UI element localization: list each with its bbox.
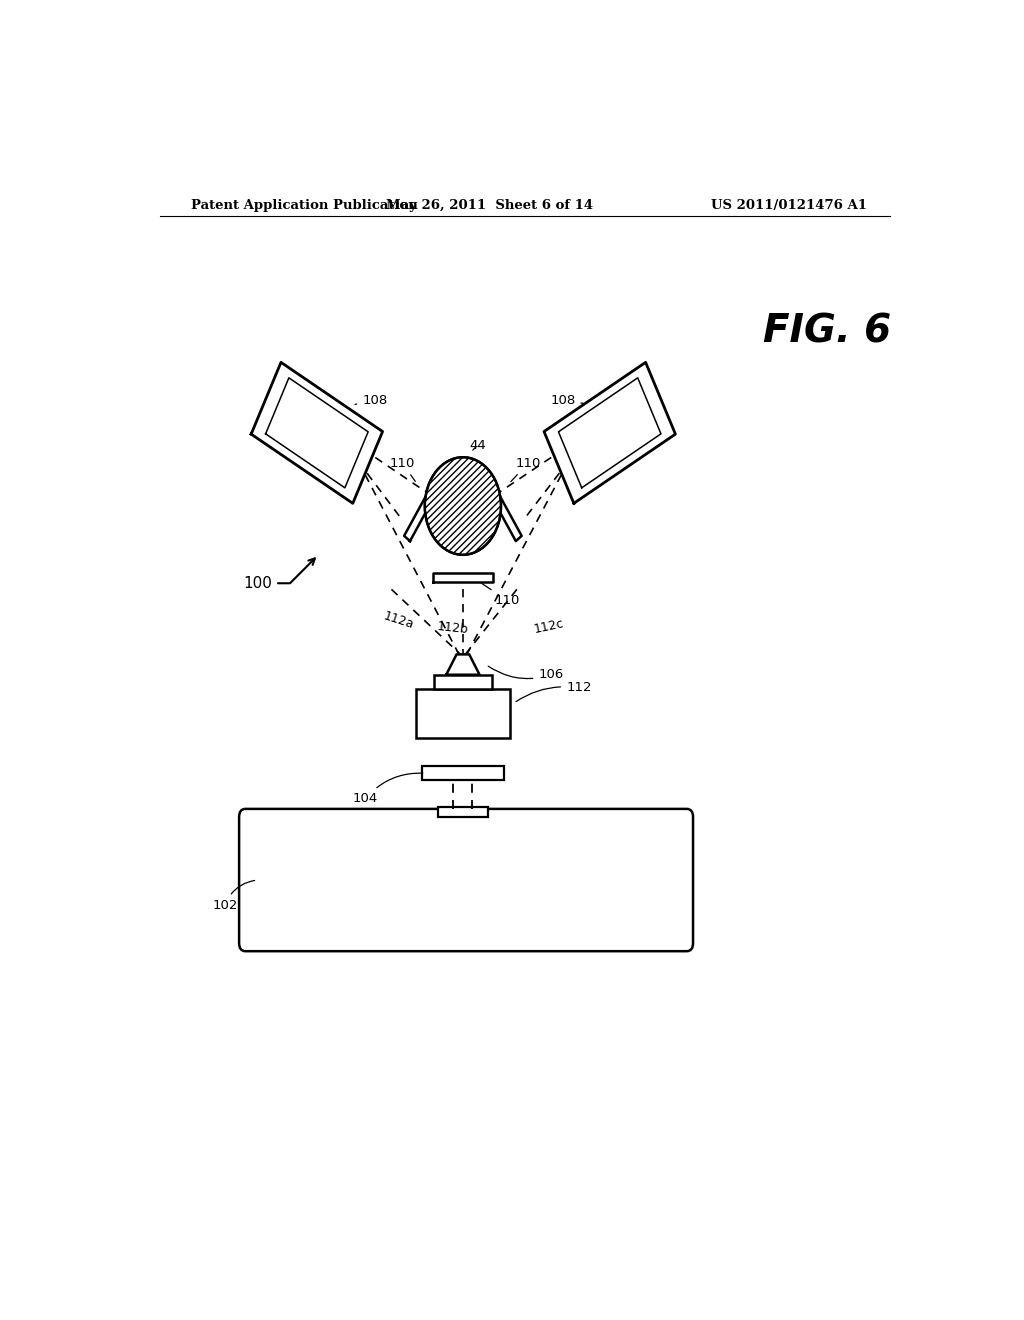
Bar bbox=[437, 807, 488, 817]
Text: 110: 110 bbox=[511, 457, 541, 482]
Text: 112: 112 bbox=[516, 681, 592, 702]
Text: 106: 106 bbox=[488, 667, 563, 681]
Text: 100: 100 bbox=[244, 558, 314, 591]
Polygon shape bbox=[433, 573, 493, 582]
Text: May 26, 2011  Sheet 6 of 14: May 26, 2011 Sheet 6 of 14 bbox=[385, 198, 593, 211]
Text: FIG. 6: FIG. 6 bbox=[763, 313, 891, 350]
Text: 112c: 112c bbox=[532, 616, 565, 635]
Text: 44: 44 bbox=[469, 438, 486, 451]
Polygon shape bbox=[544, 362, 676, 503]
FancyBboxPatch shape bbox=[239, 809, 693, 952]
Text: US 2011/0121476 A1: US 2011/0121476 A1 bbox=[712, 198, 867, 211]
Polygon shape bbox=[404, 471, 445, 541]
Text: 112b: 112b bbox=[436, 620, 469, 636]
Text: Patent Application Publication: Patent Application Publication bbox=[191, 198, 418, 211]
Text: 112a: 112a bbox=[382, 610, 416, 632]
Text: 108: 108 bbox=[550, 393, 587, 407]
Text: 110: 110 bbox=[390, 457, 416, 482]
Bar bbox=[433, 675, 493, 689]
Text: 110: 110 bbox=[475, 578, 520, 607]
Text: 104: 104 bbox=[352, 774, 423, 805]
Bar bbox=[416, 689, 510, 738]
Text: 108: 108 bbox=[355, 393, 387, 407]
Polygon shape bbox=[480, 471, 521, 541]
Circle shape bbox=[425, 457, 501, 554]
Polygon shape bbox=[251, 362, 383, 503]
Text: 102: 102 bbox=[212, 880, 255, 912]
Bar bbox=[422, 766, 504, 780]
Polygon shape bbox=[446, 655, 479, 675]
